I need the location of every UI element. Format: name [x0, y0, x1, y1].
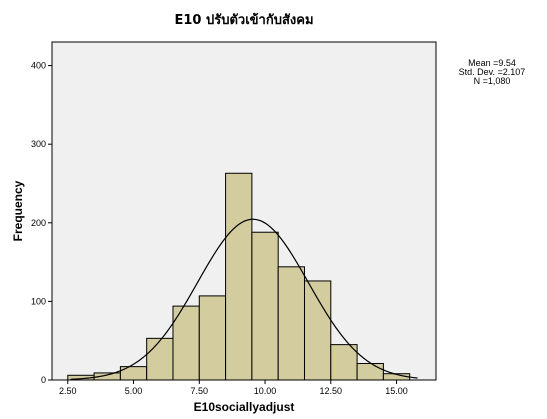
stat-std-dev: Std. Dev. =2.107: [459, 67, 526, 77]
stat-mean: Mean =9.54: [468, 58, 516, 68]
x-tick-label: 2.50: [59, 386, 77, 396]
histogram-bar-5: [198, 295, 227, 381]
x-tick-label: 12.50: [320, 386, 343, 396]
x-tick-label: 5.00: [125, 386, 143, 396]
normal-curve: [70, 218, 418, 380]
x-axis-ticks: 2.50 5.00 7.50 10.00 12.50 15.00: [59, 380, 408, 396]
x-tick-label: 7.50: [191, 386, 209, 396]
histogram-bar-3: [146, 337, 174, 381]
y-tick-label: 300: [31, 139, 46, 149]
bars-group: [67, 172, 411, 381]
y-axis-title: Frequency: [11, 180, 25, 241]
histogram-bar-7: [251, 231, 279, 381]
histogram-bar-8: [277, 266, 305, 381]
chart-title: E10 ปรับตัวเข้ากับสังคม: [174, 12, 313, 28]
x-tick-label: 10.00: [254, 386, 277, 396]
histogram-bar-9: [303, 280, 332, 381]
y-tick-label: 0: [41, 375, 46, 385]
y-axis-ticks: 0 100 200 300 400: [31, 61, 52, 385]
x-axis-title: E10sociallyadjust: [194, 400, 295, 414]
y-tick-label: 200: [31, 218, 46, 228]
axes-group: [51, 42, 436, 381]
y-tick-label: 100: [31, 296, 46, 306]
histogram-bar-11: [356, 362, 384, 381]
histogram-bar-4: [172, 305, 200, 381]
histogram-bar-10: [330, 344, 358, 381]
histogram-bar-6: [225, 172, 253, 381]
statistics-legend: Mean =9.54 Std. Dev. =2.107 N =1,080: [459, 58, 526, 86]
stat-n: N =1,080: [474, 76, 511, 86]
y-tick-label: 400: [31, 61, 46, 71]
x-tick-label: 15.00: [385, 386, 408, 396]
